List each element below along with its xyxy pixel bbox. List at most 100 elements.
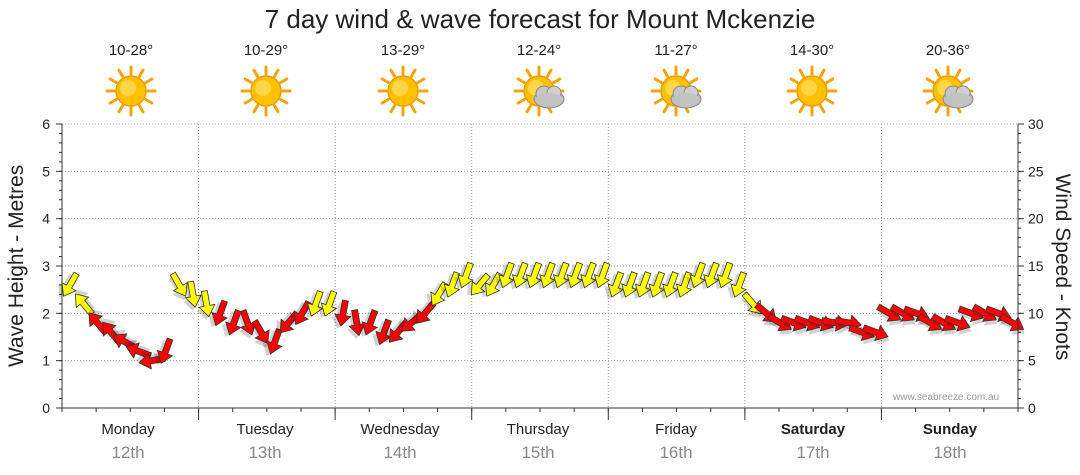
sun-ray xyxy=(955,68,962,78)
wind-arrow xyxy=(549,261,570,290)
sun-ray xyxy=(273,104,280,114)
wind-arrow xyxy=(576,261,597,290)
day-forecast-wednesday: 13-29° xyxy=(348,42,458,117)
arrow-body xyxy=(239,309,257,336)
sun-ray xyxy=(546,68,553,78)
arrow-body xyxy=(607,271,625,298)
partly-cloudy-icon xyxy=(650,65,702,117)
day-name-monday: Monday xyxy=(101,421,155,438)
sun-ray xyxy=(117,104,124,114)
arrow-body xyxy=(730,271,747,298)
sun-ray xyxy=(689,77,699,84)
right-tick-label: 5 xyxy=(1028,353,1036,369)
left-tick-label: 2 xyxy=(42,305,50,321)
arrow-body xyxy=(525,261,543,289)
wind-arrow xyxy=(563,261,584,290)
day-name-saturday: Saturday xyxy=(780,421,846,438)
day-forecast-thursday: 12-24° xyxy=(484,42,594,117)
day-date-saturday: 17th xyxy=(796,443,830,462)
arrow-body xyxy=(430,281,449,307)
sun-ray xyxy=(819,68,826,78)
arrow-body xyxy=(662,271,679,298)
day-date-wednesday: 14th xyxy=(383,443,417,462)
day-name-wednesday: Wednesday xyxy=(360,421,440,438)
day-forecast-sunday: 20-36° xyxy=(893,42,1003,117)
temperature-range: 20-36° xyxy=(925,42,971,59)
arrow-body xyxy=(716,261,734,289)
arrow-body xyxy=(862,324,889,342)
sun-ray xyxy=(117,68,124,78)
wind-arrow xyxy=(645,271,666,299)
sun-ray xyxy=(108,98,118,105)
sun-ray xyxy=(653,98,663,105)
sun-ray xyxy=(961,77,971,84)
arrow-body xyxy=(552,261,570,289)
wind-arrow xyxy=(631,271,652,299)
sunny-icon xyxy=(240,65,292,117)
arrow-body xyxy=(320,290,338,317)
wind-arrow xyxy=(440,271,461,299)
right-tick-label: 30 xyxy=(1028,116,1044,132)
sun-ray xyxy=(252,68,259,78)
left-axis-title: Wave Height - Metres xyxy=(5,164,28,367)
arrow-body xyxy=(539,261,556,289)
wind-arrow xyxy=(494,261,515,290)
sun-highlight xyxy=(801,80,817,96)
left-tick-label: 0 xyxy=(42,400,50,416)
wind-arrow xyxy=(590,261,611,290)
day-forecast-saturday: 14-30° xyxy=(757,42,867,117)
arrow-body xyxy=(348,309,366,337)
sun-ray xyxy=(825,98,835,105)
temperature-range: 10-28° xyxy=(108,42,154,59)
cloud-fill xyxy=(535,93,563,107)
wind-arrow xyxy=(358,309,379,337)
arrow-body xyxy=(74,293,95,317)
arrow-body xyxy=(211,299,229,327)
sun-ray xyxy=(516,98,526,105)
grid xyxy=(61,123,1019,420)
arrow-body xyxy=(443,271,461,298)
left-tick-label: 3 xyxy=(42,258,50,274)
wind-arrow xyxy=(290,300,312,326)
wind-arrow xyxy=(658,271,679,299)
wind-arrow xyxy=(686,261,707,290)
credit-text: www.seabreeze.com.au xyxy=(893,392,1000,403)
sun-ray xyxy=(825,77,835,84)
wind-arrow xyxy=(317,290,338,318)
wind-arrow xyxy=(535,261,556,290)
wind-arrow xyxy=(372,318,392,347)
left-tick-label: 6 xyxy=(42,116,50,132)
sun-ray xyxy=(108,77,118,84)
arrow-body xyxy=(470,272,491,296)
arrow-body xyxy=(156,337,174,365)
sun-highlight xyxy=(255,80,271,96)
day-date-thursday: 15th xyxy=(521,443,555,462)
wind-arrow xyxy=(169,271,188,301)
temperature-range: 14-30° xyxy=(789,42,835,59)
arrow-body xyxy=(484,271,504,297)
sun-ray xyxy=(934,68,941,78)
arrow-body xyxy=(61,271,80,297)
partly-cloudy-icon xyxy=(513,65,565,117)
wind-arrow xyxy=(454,261,474,290)
sun-ray xyxy=(138,104,145,114)
right-tick-label: 0 xyxy=(1028,400,1036,416)
left-axis-ticks: 0 1 2 3 4 5 6 xyxy=(42,116,62,416)
sun-ray xyxy=(279,77,289,84)
arrow-body xyxy=(621,271,638,298)
wind-arrow xyxy=(221,309,242,337)
wind-arrow xyxy=(238,309,257,339)
wind-arrow xyxy=(262,327,283,356)
wind-arrow xyxy=(699,261,720,290)
sun-ray xyxy=(389,104,396,114)
right-axis-ticks: 0 5 10 15 20 25 30 xyxy=(1018,116,1044,416)
day-name-friday: Friday xyxy=(655,421,697,438)
sun-ray xyxy=(252,104,259,114)
wind-arrow xyxy=(251,318,270,348)
wind-arrow xyxy=(508,261,529,290)
wind-arrow xyxy=(124,339,153,359)
arrow-body xyxy=(125,342,153,359)
day-name-thursday: Thursday xyxy=(506,421,570,438)
wind-arrow xyxy=(481,271,504,298)
